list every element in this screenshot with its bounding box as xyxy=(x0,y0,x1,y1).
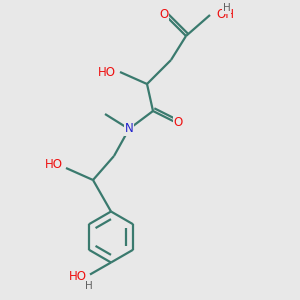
Text: HO: HO xyxy=(69,269,87,283)
Text: OH: OH xyxy=(216,8,234,22)
Text: N: N xyxy=(124,122,134,136)
Text: H: H xyxy=(85,281,92,291)
Text: O: O xyxy=(159,8,168,22)
Text: O: O xyxy=(174,116,183,130)
Text: H: H xyxy=(223,3,230,14)
Text: HO: HO xyxy=(98,65,116,79)
Text: HO: HO xyxy=(45,158,63,172)
